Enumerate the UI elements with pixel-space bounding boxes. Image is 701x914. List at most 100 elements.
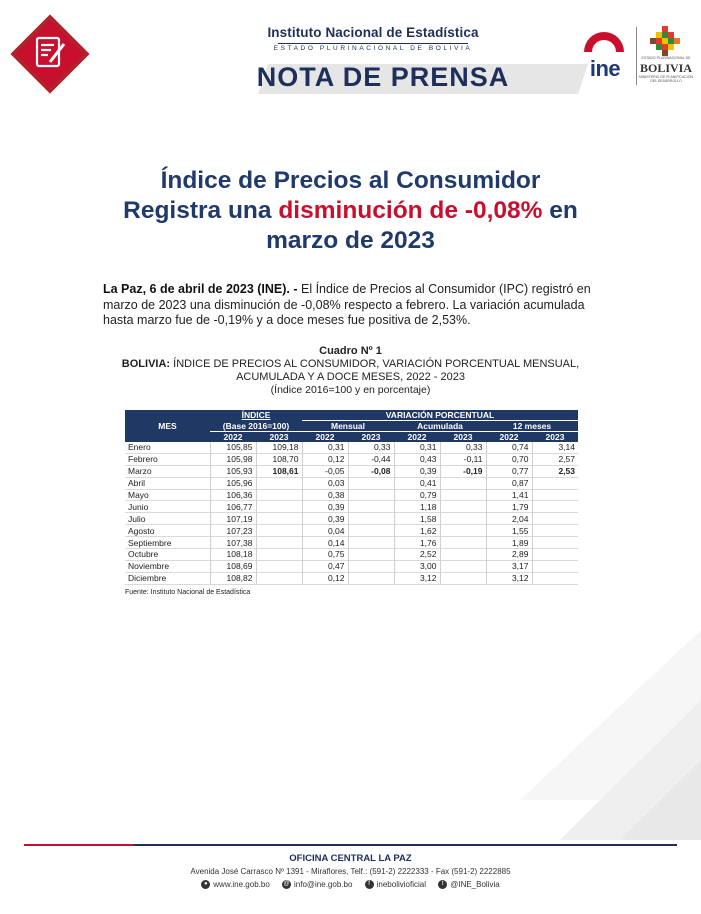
value-cell	[255, 500, 302, 513]
org-rule	[278, 43, 468, 44]
twitter-link[interactable]: t @INE_Bolivia	[438, 880, 500, 890]
value-cell	[439, 524, 486, 537]
value-cell	[255, 560, 302, 573]
table-row: Agosto 107,23 0,04 1,62 1,55	[125, 524, 578, 537]
value-cell	[347, 572, 394, 585]
value-cell: -0,11	[439, 453, 486, 466]
value-cell	[347, 489, 394, 501]
value-cell	[255, 512, 302, 525]
table-row: Diciembre 108,82 0,12 3,12 3,12	[125, 572, 578, 585]
bolivia-ministry: MINISTERIO DE PLANIFICACIÓN DEL DESARROL…	[638, 75, 694, 83]
value-cell: 3,14	[531, 442, 578, 454]
table-row: Septiembre 107,38 0,14 1,76 1,89	[125, 536, 578, 549]
value-cell: 107,38	[209, 536, 256, 549]
table-row: Mayo 106,36 0,38 0,79 1,41	[125, 489, 578, 501]
cpi-table: MES ÍNDICE VARIACIÓN PORCENTUAL (Base 20…	[125, 410, 578, 585]
value-cell: 1,55	[485, 524, 532, 537]
contact-line: ● www.ine.gob.bo @ info@ine.gob.bo f inebol…	[0, 880, 701, 890]
value-cell	[255, 548, 302, 561]
value-cell: 1,41	[485, 489, 532, 501]
value-cell: 0,39	[393, 465, 440, 478]
bolivia-word: BOLIVIA	[639, 61, 692, 75]
month-cell: Julio	[128, 513, 146, 524]
press-title: NOTA DE PRENSA	[256, 62, 510, 92]
value-cell: 0,43	[393, 453, 440, 466]
value-cell: 3,12	[393, 572, 440, 585]
header-mes: MES	[125, 410, 210, 442]
value-cell: 107,23	[209, 524, 256, 537]
value-cell	[531, 489, 578, 501]
value-cell: 3,12	[485, 572, 532, 585]
headline-line1: Índice de Precios al Consumidor	[160, 167, 541, 194]
value-cell: 2,89	[485, 548, 532, 561]
twitter-icon: t	[438, 880, 448, 890]
value-cell: 0,75	[301, 548, 348, 561]
lead-paragraph: La Paz, 6 de abril de 2023 (INE). - El Í…	[103, 282, 603, 329]
value-cell: 106,77	[209, 500, 256, 513]
org-name: Instituto Nacional de Estadística	[267, 25, 479, 40]
twitter-text: @INE_Bolivia	[450, 880, 500, 889]
headline-line2-b: en	[542, 197, 578, 224]
value-cell: 0,14	[301, 536, 348, 549]
header-12meses: 12 meses	[486, 420, 578, 432]
value-cell: 105,98	[209, 453, 256, 466]
header-acumulada: Acumulada	[394, 420, 486, 432]
value-cell: -0,44	[347, 453, 394, 466]
value-cell	[347, 536, 394, 549]
value-cell	[439, 489, 486, 501]
table-row: Noviembre 108,69 0,47 3,00 3,17	[125, 560, 578, 573]
table-title: BOLIVIA: ÍNDICE DE PRECIOS AL CONSUMIDOR…	[100, 358, 601, 384]
dateline: La Paz, 6 de abril de 2023 (INE). -	[103, 282, 298, 296]
value-cell: 105,93	[209, 465, 256, 478]
value-cell: 2,52	[393, 548, 440, 561]
value-cell: 0,31	[393, 442, 440, 454]
value-cell	[255, 489, 302, 501]
value-cell: 108,69	[209, 560, 256, 573]
value-cell	[531, 500, 578, 513]
table-title-text: ÍNDICE DE PRECIOS AL CONSUMIDOR, VARIACI…	[170, 358, 580, 383]
value-cell: 105,96	[209, 477, 256, 490]
value-cell	[439, 477, 486, 490]
value-cell: 0,41	[393, 477, 440, 490]
header-year: 2023	[440, 431, 486, 442]
value-cell: 0,33	[347, 442, 394, 454]
month-cell: Noviembre	[128, 561, 170, 572]
facebook-link[interactable]: f inebolivioficial	[364, 880, 426, 890]
header-variacion: VARIACIÓN PORCENTUAL	[302, 410, 578, 421]
value-cell	[531, 512, 578, 525]
value-cell: 105,85	[209, 442, 256, 454]
value-cell: 2,04	[485, 512, 532, 525]
value-cell	[531, 548, 578, 561]
month-cell: Agosto	[128, 525, 155, 536]
website-link[interactable]: ● www.ine.gob.bo	[201, 880, 270, 890]
header-year: 2023	[348, 431, 394, 442]
value-cell: 1,58	[393, 512, 440, 525]
value-cell: 0,39	[301, 500, 348, 513]
value-cell: 0,47	[301, 560, 348, 573]
footer-rule	[24, 844, 677, 846]
value-cell: 0,79	[393, 489, 440, 501]
month-cell: Junio	[128, 501, 149, 512]
value-cell	[439, 536, 486, 549]
header-band	[258, 64, 588, 94]
value-cell	[255, 524, 302, 537]
facebook-text: inebolivioficial	[376, 880, 426, 889]
value-cell: 0,74	[485, 442, 532, 454]
value-cell: 0,38	[301, 489, 348, 501]
value-cell: 1,79	[485, 500, 532, 513]
value-cell: 0,39	[301, 512, 348, 525]
email-icon: @	[282, 880, 291, 890]
press-note-logo	[10, 14, 90, 94]
month-cell: Febrero	[128, 454, 158, 465]
table-row: Octubre 108,18 0,75 2,52 2,89	[125, 548, 578, 561]
value-cell: -0,19	[439, 465, 486, 478]
value-cell: 0,87	[485, 477, 532, 490]
value-cell: 0,04	[301, 524, 348, 537]
email-link[interactable]: @ info@ine.gob.bo	[282, 880, 352, 890]
value-cell: 0,70	[485, 453, 532, 466]
value-cell: 109,18	[255, 442, 302, 454]
value-cell: 0,31	[301, 442, 348, 454]
headline-line3: marzo de 2023	[266, 227, 435, 254]
office-title: OFICINA CENTRAL LA PAZ	[289, 853, 412, 864]
value-cell: 107,19	[209, 512, 256, 525]
